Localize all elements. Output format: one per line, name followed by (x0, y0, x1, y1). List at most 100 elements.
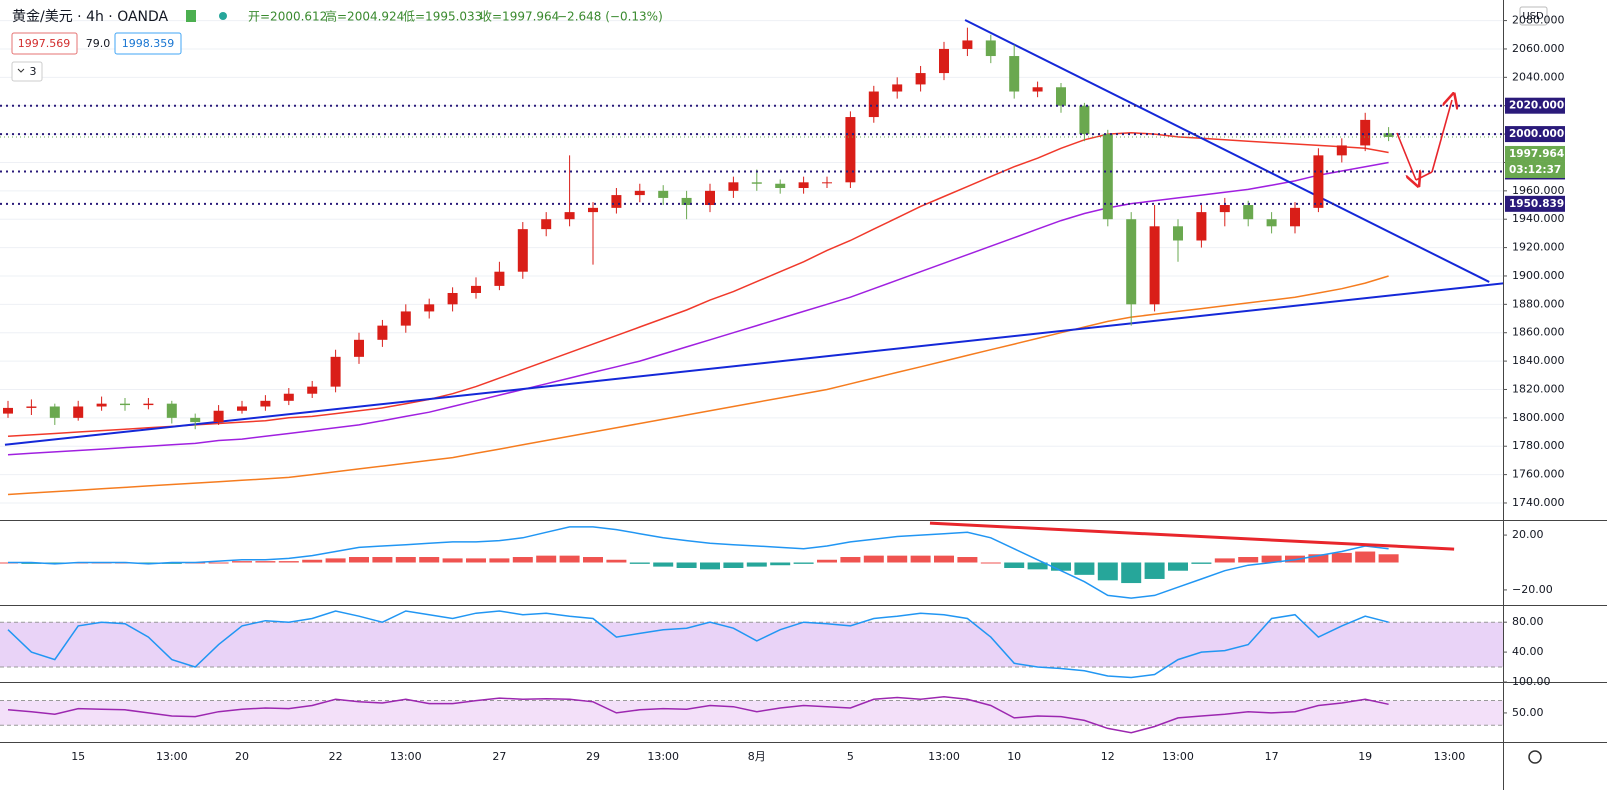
x-tick-label: 20 (235, 750, 249, 763)
indicators-toggle[interactable] (11, 61, 43, 82)
countdown: 03:12:37 (1509, 164, 1561, 176)
candle-body (49, 406, 60, 418)
y-tick-label: 50.00 (1512, 706, 1544, 719)
x-tick-label: 8月 (748, 750, 766, 763)
macd-hist (700, 562, 720, 570)
flag-icon (186, 10, 196, 22)
level-label-bg (1505, 195, 1565, 212)
candle-body (1173, 226, 1183, 241)
macd-hist (1238, 557, 1259, 563)
ohlc-text: 高=2004.924 (325, 9, 404, 24)
macd-hist (676, 562, 697, 568)
x-tick-label: 13:00 (1434, 750, 1466, 763)
ohlc-text: 收=1997.964 (480, 10, 559, 24)
chevron (17, 68, 25, 73)
macd-hist (863, 555, 884, 563)
candle-body (260, 400, 271, 407)
macd-hist (910, 555, 931, 563)
indicator-count: 3 (30, 65, 37, 78)
y-tick-label: 1820.000 (1512, 382, 1565, 395)
macd-hist (208, 562, 229, 564)
x-tick-label: 13:00 (390, 750, 422, 763)
x-tick-label: 22 (329, 750, 343, 763)
macd-hist (1355, 551, 1376, 563)
candle-body (868, 91, 879, 118)
candle-body (1219, 205, 1230, 213)
macd-hist (442, 558, 463, 563)
candle-body (1266, 219, 1277, 227)
settings-icon[interactable] (1528, 750, 1542, 764)
candle-body (424, 304, 435, 312)
macd-hist (1074, 562, 1095, 575)
macd-hist (1004, 562, 1025, 568)
candle-body (1009, 56, 1020, 92)
y-tick-label: 100.00 (1512, 675, 1551, 688)
candle-body (751, 182, 762, 184)
macd-hist (1191, 562, 1212, 564)
status-dot (219, 12, 227, 20)
y-tick-label: 2040.000 (1512, 70, 1565, 83)
indicator-line (7, 275, 1389, 496)
candle-body (1243, 205, 1254, 220)
candle-body (939, 48, 949, 74)
ask-text: 1998.359 (122, 37, 175, 50)
macd-hist (934, 555, 954, 563)
candle-body (728, 182, 739, 191)
bid-badge (11, 32, 78, 55)
x-tick-label: 27 (492, 750, 506, 763)
currency-button[interactable] (1519, 6, 1548, 26)
candle-body (1079, 105, 1090, 135)
candle-body (588, 207, 598, 213)
macd-hist (1308, 554, 1329, 563)
candle-body (447, 292, 458, 305)
macd-hist (372, 557, 393, 563)
macd-hist (1027, 562, 1048, 570)
macd-hist (536, 555, 557, 563)
indicator-line (7, 696, 1389, 734)
candle-body (120, 403, 130, 406)
macd-hist (1331, 552, 1352, 563)
y-tick-label: 1780.000 (1512, 439, 1565, 452)
candle-body (1149, 226, 1160, 305)
macd-hist (466, 558, 486, 563)
macd-hist (957, 557, 978, 563)
macd-hist (559, 555, 580, 563)
last-price-label-bg (1505, 145, 1565, 162)
x-tick-label: 15 (71, 750, 85, 763)
level-label-bg (1505, 126, 1565, 143)
macd-hist (1121, 562, 1142, 584)
macd-hist (606, 559, 627, 563)
macd-hist (489, 558, 510, 563)
spread-text: 79.0 (86, 37, 111, 50)
macd-hist (583, 557, 603, 563)
y-tick-label: 1840.000 (1512, 354, 1565, 367)
candle-body (494, 271, 505, 286)
candle-body (307, 386, 318, 394)
macd-hist (232, 561, 252, 563)
bid-text: 1997.569 (18, 37, 71, 50)
level-label: 2020.000 (1509, 100, 1564, 112)
y-tick-label: 1960.000 (1512, 184, 1565, 197)
candle-body (1383, 133, 1394, 137)
ohlc-text: 低=1995.033 (403, 10, 482, 24)
candle-body (822, 182, 832, 184)
indicator-line (8, 526, 1389, 599)
y-tick-label: −20.00 (1512, 583, 1553, 596)
y-tick-label: 1800.000 (1512, 411, 1565, 424)
macd-hist (512, 557, 533, 563)
band (0, 622, 1503, 668)
macd-hist (817, 559, 837, 563)
candle-body (1196, 212, 1207, 241)
candle-body (681, 197, 692, 206)
y-tick-label: 1900.000 (1512, 269, 1565, 282)
candle-body (1313, 155, 1324, 208)
y-tick-label: 1940.000 (1512, 212, 1565, 225)
candle-body (1056, 87, 1066, 106)
symbol-title: 黄金/美元 · 4h · OANDA (12, 8, 169, 25)
candle-body (166, 403, 177, 418)
ohlc-text: 开=2000.612 (248, 10, 327, 24)
x-tick-label: 19 (1358, 750, 1372, 763)
